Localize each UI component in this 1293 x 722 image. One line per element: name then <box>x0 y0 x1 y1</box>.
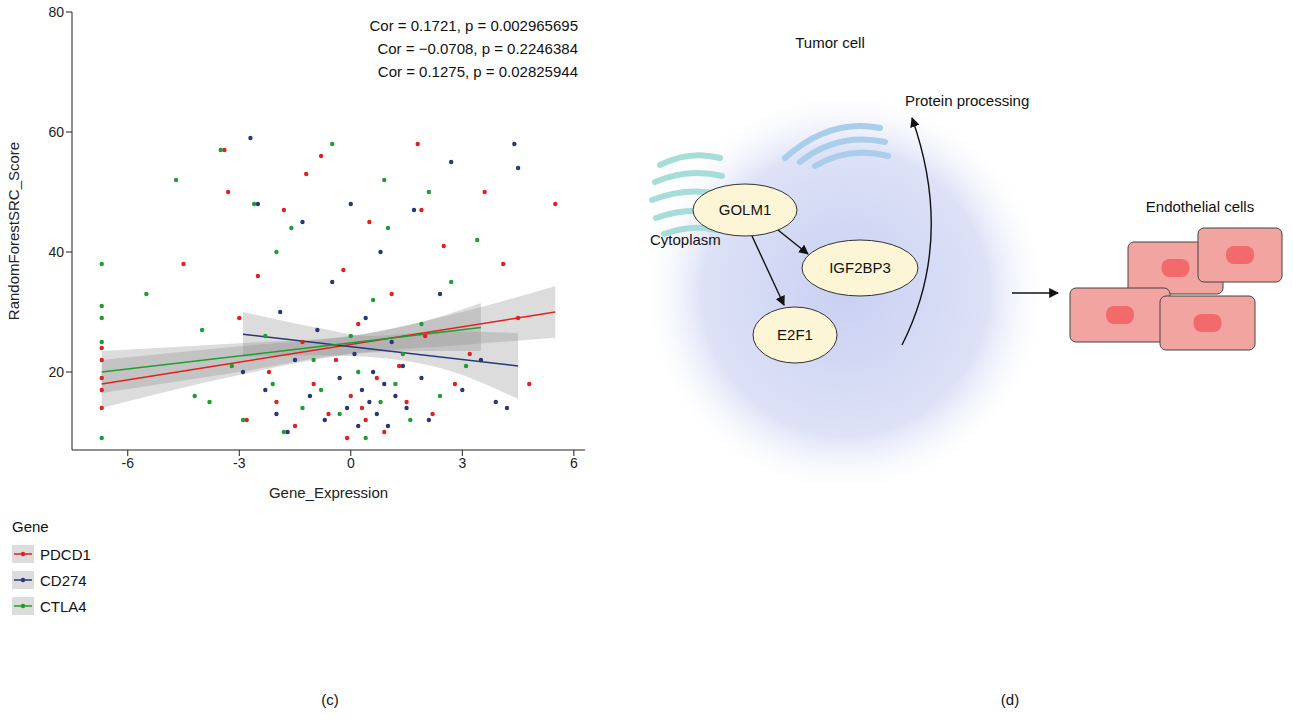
svg-text:Cytoplasm: Cytoplasm <box>650 231 721 248</box>
html-text:Gene: Gene <box>12 518 49 535</box>
html-text:PDCD1: PDCD1 <box>40 545 91 563</box>
svg-text:IGF2BP3: IGF2BP3 <box>829 259 891 276</box>
svg-text:RandomForestSRC_Score: RandomForestSRC_Score <box>5 142 22 320</box>
svg-text:40: 40 <box>48 244 64 260</box>
svg-text:E2F1: E2F1 <box>777 326 813 343</box>
svg-text:6: 6 <box>570 455 578 471</box>
svg-text:20: 20 <box>48 364 64 380</box>
html-text:Cor = −0.0708, p = 0.2246384: Cor = −0.0708, p = 0.2246384 <box>377 40 578 57</box>
svg-text:60: 60 <box>48 124 64 140</box>
svg-text:Gene_Expression: Gene_Expression <box>269 484 388 501</box>
svg-text:(d): (d) <box>1001 691 1019 708</box>
svg-text:3: 3 <box>458 455 466 471</box>
svg-text:-6: -6 <box>122 455 135 471</box>
html-text:CD274: CD274 <box>40 571 87 589</box>
html-text:Cor = 0.1275, p = 0.02825944: Cor = 0.1275, p = 0.02825944 <box>377 63 578 80</box>
html-text:CTLA4: CTLA4 <box>40 597 87 615</box>
svg-text:-3: -3 <box>233 455 246 471</box>
svg-text:Tumor cell: Tumor cell <box>795 34 864 51</box>
svg-text:Endothelial cells: Endothelial cells <box>1146 198 1254 215</box>
html-text:Cor = 0.1721, p = 0.002965695: Cor = 0.1721, p = 0.002965695 <box>369 17 578 34</box>
svg-text:80: 80 <box>48 4 64 20</box>
svg-text:(c): (c) <box>321 691 339 708</box>
svg-text:Protein processing: Protein processing <box>905 92 1029 109</box>
svg-text:0: 0 <box>347 455 355 471</box>
svg-text:GOLM1: GOLM1 <box>719 201 772 218</box>
